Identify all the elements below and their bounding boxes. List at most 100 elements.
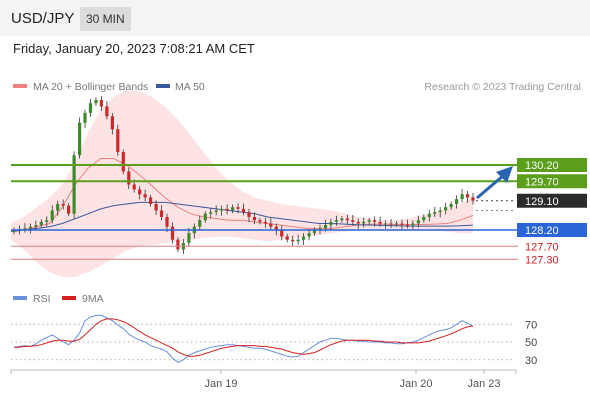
- candle: [154, 200, 158, 216]
- candle: [170, 222, 175, 244]
- candle-body-up: [34, 225, 38, 227]
- candle: [165, 213, 169, 232]
- candle-body-up: [367, 220, 371, 222]
- candle-body-up: [78, 122, 82, 156]
- candle-body-down: [351, 220, 355, 222]
- candle: [258, 217, 262, 225]
- candle: [88, 98, 93, 117]
- pivot-label-box: [517, 223, 587, 237]
- rsi-level-label: 70: [525, 319, 537, 331]
- candle-body-up: [83, 113, 87, 123]
- candle: [110, 113, 114, 135]
- candle-body-up: [444, 207, 448, 211]
- candle-body-up: [340, 218, 344, 221]
- candle-body-down: [105, 106, 109, 117]
- candle: [465, 191, 470, 203]
- candle: [72, 151, 76, 219]
- candle: [329, 218, 333, 231]
- candle: [438, 207, 442, 218]
- x-tick-label: Jan 19: [204, 378, 237, 390]
- candle-body-down: [345, 218, 349, 221]
- rsi-level-label: 30: [525, 355, 537, 367]
- candle-body-down: [143, 194, 147, 198]
- candle: [400, 219, 404, 230]
- candle: [394, 220, 399, 227]
- candle-body-up: [203, 213, 207, 221]
- candle-body-up: [302, 236, 306, 240]
- candle: [247, 208, 251, 223]
- candle-body-down: [263, 221, 267, 224]
- candle-body-down: [252, 217, 256, 221]
- candle-body-down: [170, 226, 175, 240]
- candle-body-down: [121, 152, 125, 172]
- candle-body-up: [296, 239, 300, 242]
- ma20-legend-label: MA 20 + Bollinger Bands: [33, 81, 148, 93]
- candle-body-up: [50, 210, 54, 221]
- ma50-line: [10, 201, 474, 233]
- candle-body-down: [159, 210, 164, 217]
- pivot-label: 128.20: [525, 225, 559, 237]
- candle-body-down: [405, 224, 409, 226]
- candle: [225, 204, 229, 215]
- ma50-legend-label: MA 50: [175, 81, 205, 93]
- candle: [444, 202, 448, 215]
- current-price-label: 129.10: [525, 196, 559, 208]
- candle-body-up: [394, 223, 399, 225]
- rsi-level-label: 50: [525, 337, 537, 349]
- candle: [138, 186, 142, 200]
- candle-body-down: [225, 208, 229, 211]
- candle: [427, 209, 431, 222]
- candle: [373, 216, 377, 227]
- candle-body-down: [400, 223, 404, 225]
- candle: [345, 214, 349, 225]
- candle-body-up: [334, 220, 338, 222]
- candle: [285, 233, 289, 243]
- candle: [34, 220, 38, 231]
- candle: [302, 233, 306, 245]
- candle-body-down: [116, 129, 120, 152]
- candle: [433, 206, 437, 217]
- chart-timestamp: Friday, January 20, 2023 7:08:21 AM CET: [13, 41, 255, 56]
- candle-body-up: [39, 221, 43, 226]
- candle-body-up: [88, 103, 93, 113]
- candle-body-down: [465, 194, 470, 198]
- candle-body-down: [236, 207, 240, 209]
- candle: [411, 220, 415, 231]
- candle-body-up: [416, 220, 420, 224]
- candle-body-down: [280, 230, 284, 237]
- candle: [23, 223, 27, 233]
- candle: [176, 237, 180, 253]
- candle: [460, 189, 464, 203]
- candle: [116, 124, 120, 156]
- candle: [105, 101, 109, 120]
- candle: [362, 217, 366, 228]
- candle-body-down: [67, 205, 71, 214]
- candle-body-up: [94, 100, 98, 104]
- timeframe-badge[interactable]: 30 MIN: [80, 7, 131, 31]
- candle: [389, 218, 393, 229]
- candle-body-down: [154, 204, 158, 211]
- candle: [405, 219, 409, 229]
- trend-arrow-icon: [496, 166, 513, 183]
- rsi-legend-swatch: [13, 296, 27, 300]
- ma9-legend-label: 9MA: [82, 293, 104, 305]
- candle-body-up: [411, 223, 415, 226]
- candle-body-down: [258, 220, 262, 222]
- candle: [356, 218, 360, 229]
- candle-body-up: [72, 155, 76, 214]
- candle: [471, 192, 475, 205]
- candle: [39, 219, 43, 228]
- rsi-ma9-line: [14, 318, 474, 357]
- candle-body-up: [323, 225, 328, 229]
- candle-body-up: [427, 213, 431, 217]
- candle-body-up: [312, 230, 317, 234]
- candle: [351, 215, 355, 226]
- candle: [334, 215, 338, 226]
- candle: [28, 223, 32, 234]
- candle-body-up: [329, 221, 333, 226]
- candle: [241, 203, 246, 216]
- candle-body-down: [99, 100, 103, 107]
- candle-body-up: [362, 221, 366, 224]
- x-tick-label: Jan 23: [467, 378, 500, 390]
